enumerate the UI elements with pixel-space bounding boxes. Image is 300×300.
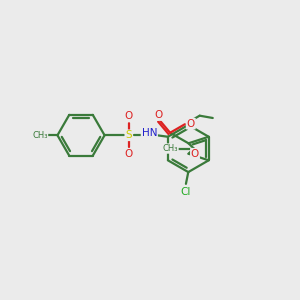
Text: O: O: [154, 110, 163, 120]
Text: O: O: [124, 149, 133, 159]
Text: CH₃: CH₃: [163, 144, 178, 153]
Text: O: O: [187, 118, 195, 129]
Text: O: O: [124, 111, 133, 122]
Text: HN: HN: [142, 128, 157, 138]
Text: Cl: Cl: [181, 187, 191, 196]
Text: O: O: [191, 149, 199, 159]
Text: CH₃: CH₃: [32, 131, 47, 140]
Text: S: S: [125, 130, 132, 140]
